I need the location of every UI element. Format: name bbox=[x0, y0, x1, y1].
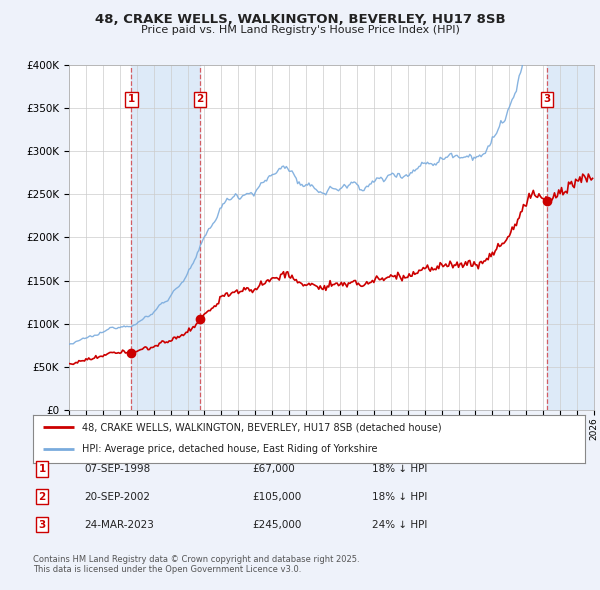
Text: 07-SEP-1998: 07-SEP-1998 bbox=[84, 464, 150, 474]
Text: 24-MAR-2023: 24-MAR-2023 bbox=[84, 520, 154, 529]
Text: 18% ↓ HPI: 18% ↓ HPI bbox=[372, 464, 427, 474]
Text: 48, CRAKE WELLS, WALKINGTON, BEVERLEY, HU17 8SB (detached house): 48, CRAKE WELLS, WALKINGTON, BEVERLEY, H… bbox=[82, 422, 441, 432]
Text: 2: 2 bbox=[196, 94, 203, 104]
Text: 24% ↓ HPI: 24% ↓ HPI bbox=[372, 520, 427, 529]
Text: 3: 3 bbox=[544, 94, 551, 104]
Text: Contains HM Land Registry data © Crown copyright and database right 2025.
This d: Contains HM Land Registry data © Crown c… bbox=[33, 555, 359, 574]
Text: Price paid vs. HM Land Registry's House Price Index (HPI): Price paid vs. HM Land Registry's House … bbox=[140, 25, 460, 35]
Text: 2: 2 bbox=[38, 492, 46, 502]
Text: 3: 3 bbox=[38, 520, 46, 529]
Text: £67,000: £67,000 bbox=[252, 464, 295, 474]
Text: 18% ↓ HPI: 18% ↓ HPI bbox=[372, 492, 427, 502]
Text: 1: 1 bbox=[38, 464, 46, 474]
Bar bbox=[131, 65, 200, 410]
Text: £105,000: £105,000 bbox=[252, 492, 301, 502]
Text: £245,000: £245,000 bbox=[252, 520, 301, 529]
Bar bbox=[547, 65, 594, 410]
Text: 1: 1 bbox=[128, 94, 135, 104]
Text: 48, CRAKE WELLS, WALKINGTON, BEVERLEY, HU17 8SB: 48, CRAKE WELLS, WALKINGTON, BEVERLEY, H… bbox=[95, 13, 505, 26]
Text: HPI: Average price, detached house, East Riding of Yorkshire: HPI: Average price, detached house, East… bbox=[82, 444, 377, 454]
Text: 20-SEP-2002: 20-SEP-2002 bbox=[84, 492, 150, 502]
